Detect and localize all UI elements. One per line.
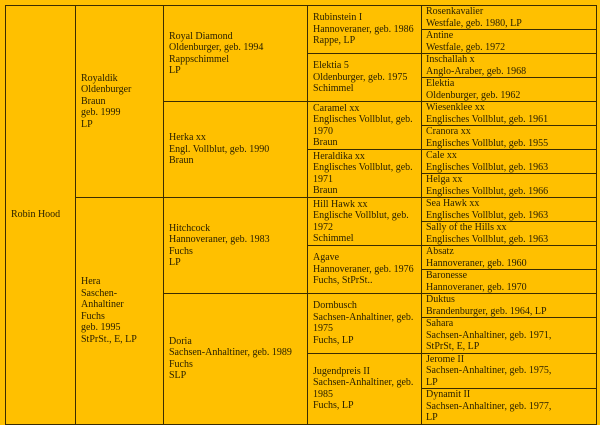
great-grandparent-cell: Agave Hannoveraner, geb. 1976 Fuchs, StP… (307, 245, 422, 294)
great-great-grandparent-cell: Inschallah x Anglo-Araber, geb. 1968 (421, 53, 597, 78)
pedigree-table: Robin Hood Royaldik Oldenburger Braun ge… (5, 5, 597, 425)
great-great-grandparent-cell: Wiesenklee xx Englisches Vollblut, geb. … (421, 101, 597, 126)
grandparent-cell: Doria Sachsen-Anhaltiner, geb. 1989 Fuch… (163, 293, 308, 425)
great-great-grandparent-cell: Antine Westfale, geb. 1972 (421, 29, 597, 54)
grandparent-cell: Royal Diamond Oldenburger, geb. 1994 Rap… (163, 5, 308, 102)
great-grandparent-cell: Dornbusch Sachsen-Anhaltiner, geb. 1975 … (307, 293, 422, 354)
great-grandparent-cell: Elektia 5 Oldenburger, geb. 1975 Schimme… (307, 53, 422, 102)
great-great-grandparent-cell: Dynamit II Sachsen-Anhaltiner, geb. 1977… (421, 388, 597, 425)
great-great-grandparent-cell: Sea Hawk xx Englisches Vollblut, geb. 19… (421, 197, 597, 222)
great-great-grandparent-cell: Jerome II Sachsen-Anhaltiner, geb. 1975,… (421, 352, 597, 389)
great-grandparent-cell: Caramel xx Englisches Vollblut, geb. 197… (307, 101, 422, 150)
great-great-grandparent-cell: Cale xx Englisches Vollblut, geb. 1963 (421, 149, 597, 174)
great-grandparent-cell: Hill Hawk xx Englische Vollblut, geb. 19… (307, 197, 422, 246)
great-great-grandparent-cell: Baronesse Hannoveraner, geb. 1970 (421, 269, 597, 294)
great-grandparent-cell: Heraldika xx Englisches Vollblut, geb. 1… (307, 149, 422, 198)
great-great-grandparent-cell: Elektia Oldenburger, geb. 1962 (421, 77, 597, 102)
great-great-grandparent-cell: Duktus Brandenburger, geb. 1964, LP (421, 293, 597, 318)
great-grandparent-cell: Rubinstein I Hannoveraner, geb. 1986 Rap… (307, 5, 422, 54)
great-great-grandparent-cell: Helga xx Englisches Vollblut, geb. 1966 (421, 173, 597, 198)
horse-cell: Robin Hood (5, 5, 76, 425)
grandparent-cell: Herka xx Engl. Vollblut, geb. 1990 Braun (163, 101, 308, 198)
great-great-grandparent-cell: Sally of the Hills xx Englisches Vollblu… (421, 221, 597, 246)
great-great-grandparent-cell: Absatz Hannoveraner, geb. 1960 (421, 245, 597, 270)
sire-cell: Royaldik Oldenburger Braun geb. 1999 LP (75, 5, 164, 198)
great-great-grandparent-cell: Cranora xx Englisches Vollblut, geb. 195… (421, 125, 597, 150)
great-great-grandparent-cell: Sahara Sachsen-Anhaltiner, geb. 1971, St… (421, 317, 597, 354)
great-great-grandparent-cell: Rosenkavalier Westfale, geb. 1980, LP (421, 5, 597, 30)
great-grandparent-cell: Jugendpreis II Sachsen-Anhaltiner, geb. … (307, 352, 422, 425)
grandparent-cell: Hitchcock Hannoveraner, geb. 1983 Fuchs … (163, 197, 308, 294)
dam-cell: Hera Saschen-Anhaltiner Fuchs geb. 1995 … (75, 197, 164, 425)
